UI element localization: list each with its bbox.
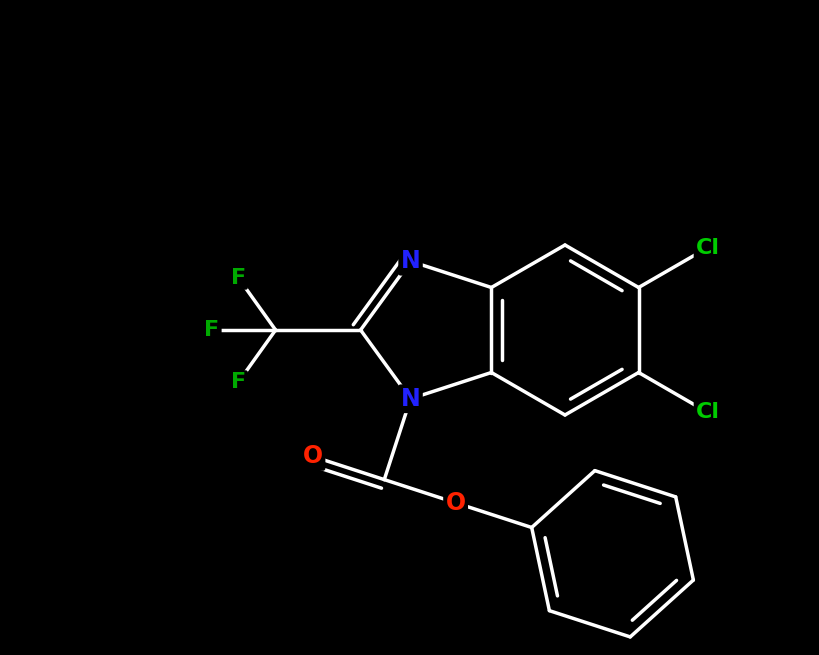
Text: Cl: Cl bbox=[696, 238, 720, 257]
Text: Cl: Cl bbox=[696, 403, 720, 422]
Text: O: O bbox=[446, 491, 466, 515]
Text: O: O bbox=[303, 445, 323, 468]
Text: F: F bbox=[230, 373, 246, 392]
Text: N: N bbox=[400, 386, 420, 411]
Text: F: F bbox=[204, 320, 219, 340]
Text: F: F bbox=[230, 267, 246, 288]
Text: N: N bbox=[400, 250, 420, 273]
